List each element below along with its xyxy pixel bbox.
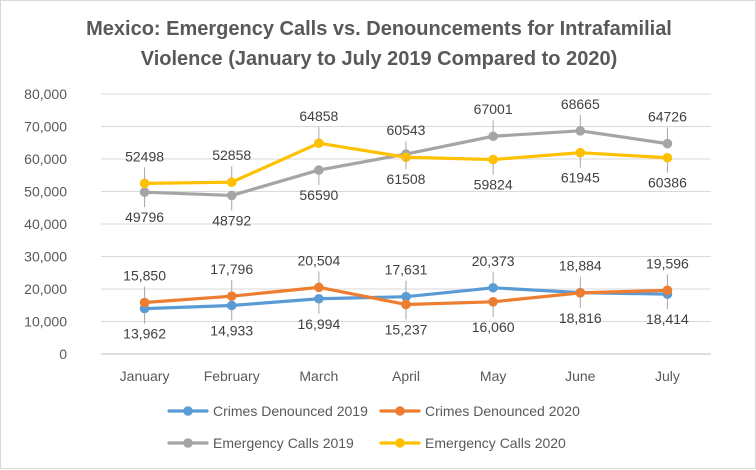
data-point bbox=[226, 190, 237, 201]
data-label: 18,414 bbox=[646, 311, 689, 327]
data-point bbox=[575, 288, 586, 298]
x-tick-label: January bbox=[120, 368, 170, 384]
data-point bbox=[401, 291, 411, 302]
y-tick-label: 40,000 bbox=[24, 216, 67, 232]
data-label: 60543 bbox=[387, 122, 426, 138]
legend-label: Emergency Calls 2019 bbox=[213, 435, 354, 451]
data-label: 67001 bbox=[474, 101, 513, 117]
data-point bbox=[575, 126, 586, 136]
data-label: 16,994 bbox=[297, 316, 340, 332]
legend-swatch-marker bbox=[395, 406, 405, 416]
data-point bbox=[314, 138, 324, 149]
data-label: 20,373 bbox=[472, 253, 515, 269]
y-tick-label: 10,000 bbox=[24, 314, 67, 330]
data-label: 17,796 bbox=[210, 261, 253, 277]
data-labels: 13,962 14,933 16,994 17,631 20,373 18,884 18,4… bbox=[123, 96, 689, 342]
data-point bbox=[488, 297, 498, 307]
y-axis-ticks: 0 10,000 20,000 30,000 40,000 50,000 60,000 70,… bbox=[24, 86, 67, 362]
data-label: 61508 bbox=[387, 171, 426, 187]
data-label: 59824 bbox=[474, 177, 513, 193]
data-point bbox=[662, 152, 673, 163]
x-tick-label: May bbox=[480, 368, 506, 384]
data-label: 60386 bbox=[648, 175, 687, 191]
data-label: 52498 bbox=[125, 148, 164, 164]
data-point bbox=[314, 293, 324, 304]
y-tick-label: 50,000 bbox=[24, 184, 67, 200]
data-label: 15,237 bbox=[385, 321, 428, 337]
series-lines bbox=[139, 126, 673, 314]
y-tick-label: 70,000 bbox=[24, 119, 67, 135]
legend-swatch-marker bbox=[183, 438, 193, 448]
data-point bbox=[314, 165, 324, 175]
data-label: 15,850 bbox=[123, 267, 166, 283]
data-point bbox=[488, 131, 498, 142]
y-tick-label: 0 bbox=[59, 346, 67, 362]
data-label: 20,504 bbox=[297, 252, 340, 268]
data-label: 13,962 bbox=[123, 326, 166, 342]
x-tick-label: March bbox=[299, 368, 338, 384]
data-point bbox=[401, 299, 411, 310]
data-point bbox=[226, 291, 237, 301]
data-point bbox=[226, 300, 237, 311]
data-label: 18,884 bbox=[559, 258, 602, 274]
x-tick-label: June bbox=[565, 368, 596, 384]
y-tick-label: 30,000 bbox=[24, 249, 67, 265]
data-label: 49796 bbox=[125, 209, 164, 225]
data-point bbox=[662, 138, 673, 149]
data-label: 48792 bbox=[212, 212, 251, 228]
x-tick-label: February bbox=[204, 368, 260, 384]
chart-title-line-1: Mexico: Emergency Calls vs. Denouncement… bbox=[86, 18, 672, 40]
y-tick-label: 60,000 bbox=[24, 151, 67, 167]
legend-swatch-marker bbox=[183, 406, 193, 416]
data-label: 56590 bbox=[299, 187, 338, 203]
legend-label: Crimes Denounced 2020 bbox=[425, 403, 580, 419]
chart-title-line-2: Violence (January to July 2019 Compared … bbox=[141, 48, 617, 70]
data-label: 18,816 bbox=[559, 310, 602, 326]
data-label: 14,933 bbox=[210, 322, 253, 338]
legend-label: Emergency Calls 2020 bbox=[425, 435, 566, 451]
data-label: 16,060 bbox=[472, 319, 515, 335]
x-axis-ticks: January February March April May June July bbox=[120, 368, 680, 384]
data-point bbox=[662, 285, 673, 296]
data-point bbox=[139, 178, 150, 189]
data-point bbox=[139, 187, 150, 197]
y-tick-label: 80,000 bbox=[24, 86, 67, 102]
data-label: 17,631 bbox=[385, 262, 428, 278]
data-label: 61945 bbox=[561, 170, 600, 186]
data-label: 64858 bbox=[299, 108, 338, 124]
gridlines bbox=[101, 93, 711, 355]
data-point bbox=[314, 282, 324, 293]
data-label: 19,596 bbox=[646, 255, 689, 271]
data-point bbox=[226, 177, 237, 188]
data-label: 64726 bbox=[648, 109, 687, 125]
data-label: 68665 bbox=[561, 96, 600, 112]
data-point bbox=[139, 297, 150, 308]
legend: Crimes Denounced 2019 Crimes Denounced 20… bbox=[167, 403, 580, 451]
legend-label: Crimes Denounced 2019 bbox=[213, 403, 368, 419]
x-tick-label: April bbox=[392, 368, 420, 384]
y-tick-label: 20,000 bbox=[24, 281, 67, 297]
legend-swatch-marker bbox=[395, 438, 405, 448]
x-tick-label: July bbox=[655, 368, 680, 384]
data-point bbox=[488, 282, 498, 293]
data-point bbox=[401, 152, 411, 163]
data-label: 52858 bbox=[212, 147, 251, 163]
data-point bbox=[488, 154, 498, 165]
data-point bbox=[575, 147, 586, 158]
